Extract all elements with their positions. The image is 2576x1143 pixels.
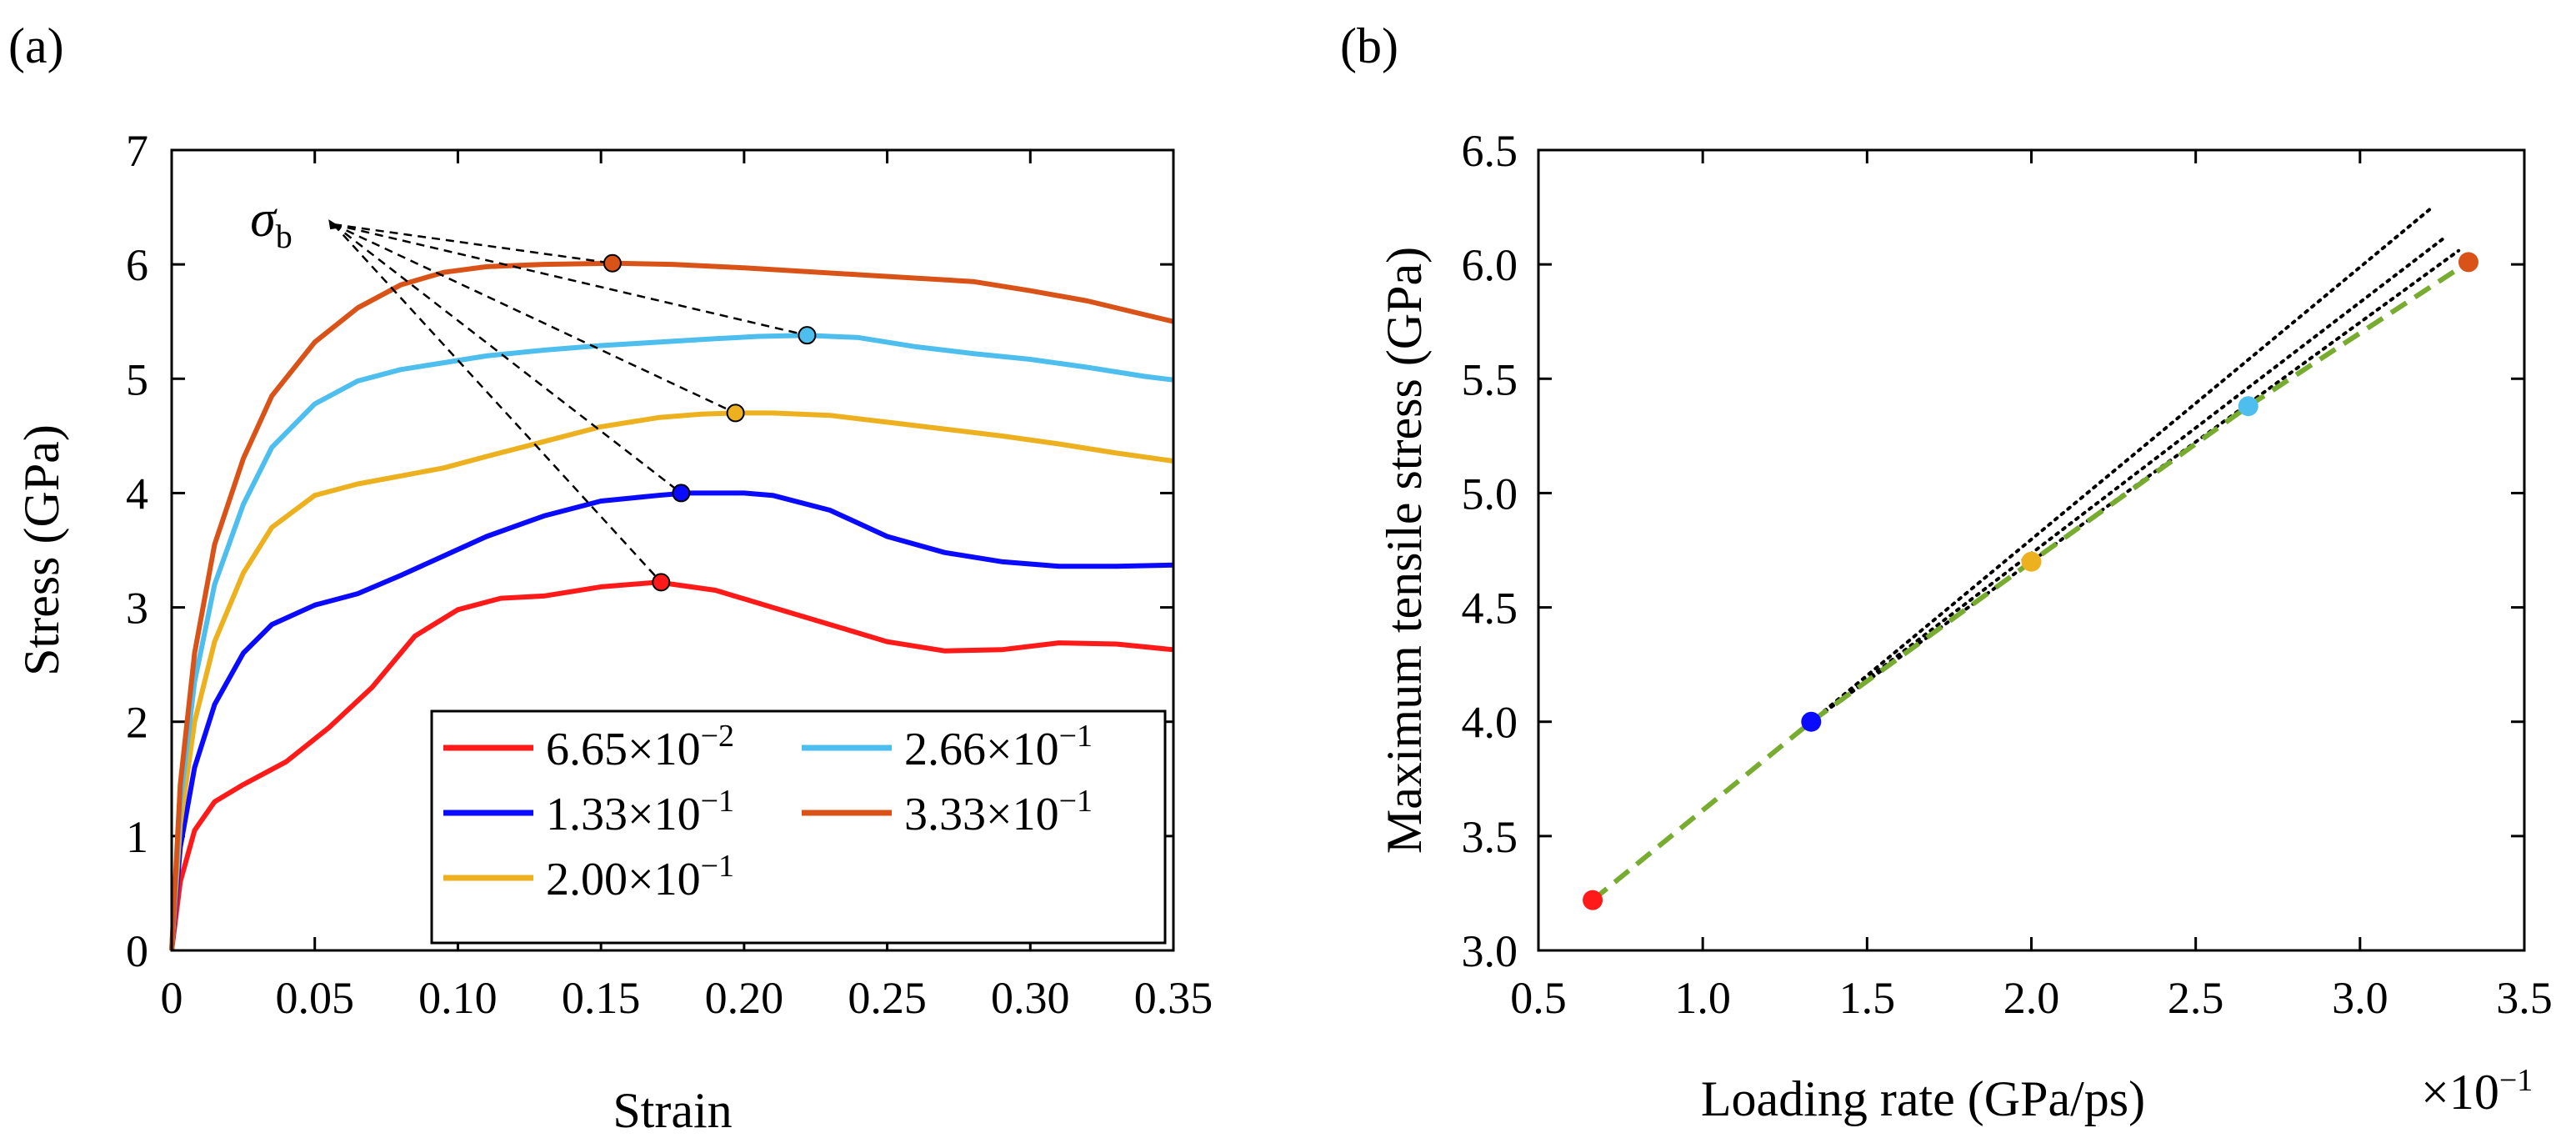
- curve-2.00×10: [169, 410, 1174, 951]
- legend-label: 2.00×10−1: [546, 849, 734, 905]
- tangent-line: [1809, 205, 2434, 724]
- y-tick-label-a: 2: [126, 698, 148, 748]
- fit-line: [1591, 259, 2470, 903]
- data-point: [1583, 890, 1603, 910]
- curve-3.33×10: [169, 260, 1174, 951]
- y-tick-label-a: 1: [126, 812, 148, 862]
- x-axis-label-b: Loading rate (GPa/ps): [1701, 1071, 2145, 1126]
- x-tick-label-a: 0.05: [275, 973, 354, 1023]
- panel-b-label: (b): [1340, 18, 1398, 73]
- x-tick-label-b: 1.0: [1674, 973, 1731, 1023]
- peak-marker: [726, 404, 745, 423]
- sigma-label: σb: [250, 191, 293, 255]
- y-tick-label-a: 0: [126, 926, 148, 976]
- leader-line: [333, 223, 737, 414]
- x-tick-label-a: 0: [161, 973, 183, 1023]
- leader-arrowhead: [328, 219, 343, 230]
- legend-label: 2.66×10−1: [904, 719, 1093, 775]
- y-tick-label-b: 4.0: [1462, 698, 1518, 748]
- x-tick-label-a: 0.30: [991, 973, 1070, 1023]
- y-axis-label-a: Stress (GPa): [14, 424, 69, 676]
- legend-label: 3.33×10−1: [904, 784, 1093, 840]
- legend-box: [430, 709, 1167, 945]
- y-tick-label-b: 3.0: [1462, 926, 1518, 976]
- panel-a: (a) 0 0.05 0.10 0.15 0.20 0.25 0.30 0.35 0 1 2 3 4 5 6 7…: [8, 18, 1213, 1138]
- peak-marker: [798, 326, 817, 345]
- y-tick-label-a: 6: [126, 240, 148, 290]
- x-tick-label-a: 0.20: [705, 973, 784, 1023]
- data-point: [2458, 252, 2478, 273]
- curves-a: [169, 260, 1174, 951]
- y-axis-label-b: Maximum tensile stress (GPa): [1377, 247, 1432, 854]
- peak-marker: [652, 573, 671, 592]
- legend-a: 6.65×10−2 1.33×10−1 2.00×10−1 2.66×10−1 3.33…: [430, 709, 1167, 945]
- data-point: [1801, 711, 1822, 732]
- x-multiplier-b: ×10−1: [2421, 1063, 2533, 1120]
- y-tick-label-b: 6.0: [1462, 240, 1518, 290]
- curve-2.66×10: [169, 333, 1174, 951]
- y-tick-label-a: 7: [126, 126, 148, 176]
- data-point: [2238, 396, 2258, 417]
- leader-line: [333, 223, 683, 494]
- curve-1.33×10: [169, 490, 1174, 951]
- leader-line: [333, 223, 663, 584]
- curve-6.65×10: [169, 579, 1174, 951]
- x-axis-label-a: Strain: [613, 1083, 732, 1138]
- x-tick-label-b: 2.0: [2003, 973, 2060, 1023]
- x-tick-label-b: 0.5: [1510, 973, 1567, 1023]
- axes-frame-b: [1537, 148, 2526, 952]
- y-tick-label-a: 3: [126, 584, 148, 634]
- y-tick-label-b: 5.0: [1462, 469, 1518, 519]
- legend-label: 1.33×10−1: [546, 784, 734, 840]
- x-tick-label-b: 1.5: [1839, 973, 1896, 1023]
- y-tick-label-b: 3.5: [1462, 812, 1518, 862]
- sigma-annotation: σb: [250, 191, 808, 584]
- y-tick-label-b: 5.5: [1462, 354, 1518, 404]
- x-tick-label-b: 2.5: [2168, 973, 2224, 1023]
- peak-marker: [603, 253, 622, 273]
- leader-line: [333, 223, 613, 265]
- tangent-line: [1809, 235, 2448, 724]
- panel-b: (b) 0.5 1.0 1.5 2.0 2.5 3.0 3.5 3.0 3.5 4.0 4.5 5.0 5…: [1340, 18, 2553, 1126]
- leader-line: [333, 223, 808, 337]
- panel-a-label: (a): [8, 18, 64, 73]
- x-tick-label-a: 0.10: [418, 973, 498, 1023]
- x-tick-label-a: 0.25: [848, 973, 927, 1023]
- x-tick-label-a: 0.35: [1134, 973, 1213, 1023]
- y-tick-label-a: 4: [126, 469, 148, 519]
- y-tick-label-b: 4.5: [1462, 584, 1518, 634]
- x-tick-label-a: 0.15: [562, 973, 641, 1023]
- x-tick-label-b: 3.5: [2496, 973, 2553, 1023]
- legend-label: 6.65×10−2: [546, 719, 734, 775]
- y-tick-label-a: 5: [126, 354, 148, 404]
- x-tick-label-b: 3.0: [2332, 973, 2388, 1023]
- peak-marker: [672, 484, 691, 503]
- axes-frame-a: [170, 148, 1175, 952]
- y-tick-label-b: 6.5: [1462, 126, 1518, 176]
- data-point: [2021, 551, 2042, 572]
